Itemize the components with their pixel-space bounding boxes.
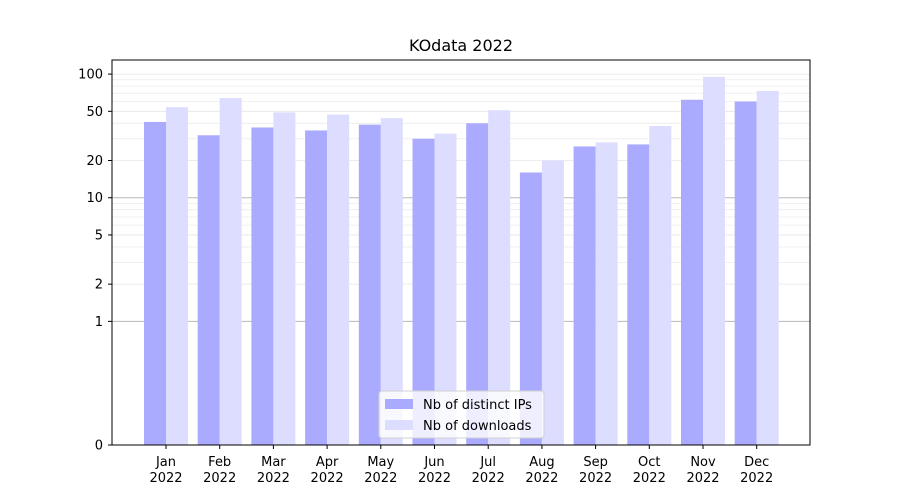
x-tick-label-month: Aug bbox=[529, 455, 554, 470]
bar-distinct-ips bbox=[519, 172, 542, 446]
bars bbox=[144, 76, 779, 446]
bar-downloads bbox=[327, 114, 350, 445]
x-tick-label-year: 2022 bbox=[579, 471, 612, 486]
x-tick-label-month: Mar bbox=[261, 455, 286, 470]
x-tick-label-month: Sep bbox=[583, 455, 608, 470]
bar-downloads bbox=[434, 133, 457, 445]
x-tick-label-month: Feb bbox=[208, 455, 231, 470]
bar-downloads bbox=[166, 107, 188, 445]
x-tick-label-year: 2022 bbox=[740, 471, 773, 486]
legend-box bbox=[378, 390, 545, 439]
y-tick-label: 100 bbox=[78, 68, 103, 83]
x-tick-label-year: 2022 bbox=[418, 471, 451, 486]
y-tick-label: 10 bbox=[86, 191, 103, 206]
bar-downloads bbox=[595, 142, 618, 445]
bar-downloads bbox=[380, 118, 403, 446]
x-tick-label-month: Jul bbox=[479, 455, 496, 470]
x-tick-label-month: Oct bbox=[638, 455, 660, 470]
bar-distinct-ips bbox=[197, 135, 220, 445]
y-axis: 0 1 2 5 10 20 50 100 bbox=[78, 68, 112, 454]
x-tick-label-year: 2022 bbox=[364, 471, 397, 486]
x-tick-label-year: 2022 bbox=[203, 471, 236, 486]
legend: Nb of distinct IPs Nb of downloads bbox=[378, 390, 545, 439]
x-tick-label-year: 2022 bbox=[472, 471, 505, 486]
bar-downloads bbox=[756, 90, 779, 445]
x-tick-label-year: 2022 bbox=[686, 471, 719, 486]
x-axis: Jan2022Feb2022Mar2022Apr2022May2022Jun20… bbox=[149, 445, 773, 486]
x-tick-label-month: Nov bbox=[690, 455, 716, 470]
bar-distinct-ips bbox=[681, 99, 703, 445]
y-tick-label: 1 bbox=[95, 315, 103, 330]
bar-distinct-ips bbox=[144, 121, 166, 445]
bar-downloads bbox=[273, 112, 296, 446]
plot-frame bbox=[111, 59, 811, 446]
bar-distinct-ips bbox=[305, 130, 328, 445]
x-tick-label-year: 2022 bbox=[149, 471, 182, 486]
y-tick-label: 20 bbox=[86, 154, 103, 169]
x-tick-label-month: Dec bbox=[744, 455, 769, 470]
x-tick-label-year: 2022 bbox=[311, 471, 344, 486]
bar-distinct-ips bbox=[466, 123, 489, 445]
chart-title: KOdata 2022 bbox=[409, 36, 513, 55]
bar-distinct-ips bbox=[627, 144, 650, 445]
x-tick-label-month: Jan bbox=[155, 455, 176, 470]
bar-downloads bbox=[488, 110, 511, 445]
y-tick-label: 0 bbox=[95, 439, 103, 454]
bar-distinct-ips bbox=[734, 101, 757, 445]
bar-distinct-ips bbox=[358, 124, 381, 445]
legend-swatch bbox=[385, 420, 413, 430]
bar-distinct-ips bbox=[573, 146, 596, 445]
y-tick-label: 2 bbox=[95, 278, 103, 293]
bar-downloads bbox=[649, 126, 672, 445]
x-tick-label-month: May bbox=[367, 455, 394, 470]
x-tick-label-month: Apr bbox=[316, 455, 339, 470]
bar-distinct-ips bbox=[251, 127, 274, 446]
bar-distinct-ips bbox=[412, 138, 435, 446]
legend-label: Nb of downloads bbox=[423, 419, 532, 434]
bar-downloads bbox=[541, 160, 564, 445]
x-tick-label-month: Jun bbox=[423, 455, 444, 470]
bar-downloads bbox=[703, 76, 725, 445]
y-tick-label: 5 bbox=[95, 228, 103, 243]
bar-downloads bbox=[219, 98, 242, 445]
x-tick-label-year: 2022 bbox=[525, 471, 558, 486]
legend-swatch bbox=[385, 399, 413, 409]
y-tick-label: 50 bbox=[86, 105, 103, 120]
x-tick-label-year: 2022 bbox=[257, 471, 290, 486]
x-tick-label-year: 2022 bbox=[633, 471, 666, 486]
legend-label: Nb of distinct IPs bbox=[423, 398, 532, 413]
